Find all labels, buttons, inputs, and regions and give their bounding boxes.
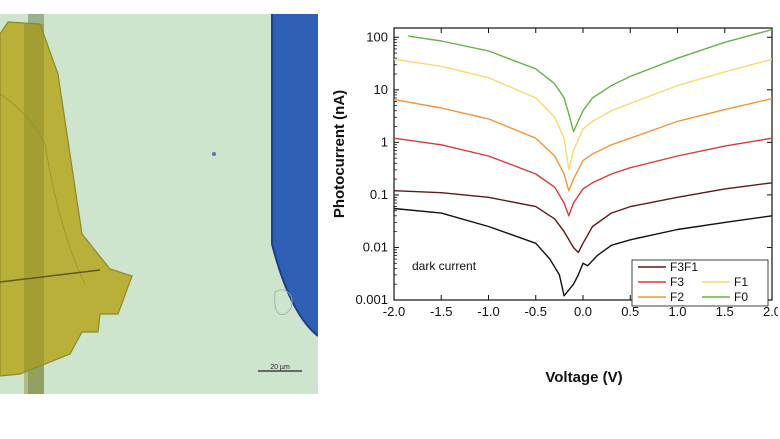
debris-dot: [212, 152, 216, 156]
right-electrode-edge: [271, 14, 318, 337]
y-tick-label: 10: [374, 82, 388, 97]
legend-label-f0: F0: [734, 290, 748, 304]
series-line-f2: [393, 97, 773, 192]
y-tick-label: 1: [381, 134, 388, 149]
photocurrent-chart: -2.0 -1.5 -1.0 -0.5 0.0 0.5 1.0 1.5 2.0 0.001 0.01…: [331, 27, 778, 386]
right-electrode: [272, 14, 318, 336]
x-tick-label: -2.0: [383, 304, 405, 319]
x-tick-label: -1.5: [430, 304, 452, 319]
x-tick-label: 1.0: [668, 304, 686, 319]
x-tick-label: 0.0: [574, 304, 592, 319]
y-tick-label: 0.01: [363, 239, 388, 254]
series-line-f1: [393, 58, 773, 171]
legend-label-f3: F3: [670, 275, 684, 289]
x-tick-label: 1.5: [716, 304, 734, 319]
x-tick-label: 2.0: [763, 304, 778, 319]
series-line-f0: [408, 28, 773, 133]
y-tick-label: 0.1: [370, 187, 388, 202]
series-line-f3: [393, 137, 773, 217]
y-tick-label: 0.001: [355, 292, 388, 307]
series-line-dark-current: [393, 207, 773, 297]
flake-crack: [0, 269, 101, 283]
legend-label-f3f1: F3F1: [670, 260, 698, 274]
optical-micrograph: 20 µm: [0, 14, 318, 394]
x-axis-title: Voltage (V): [545, 369, 622, 386]
legend-label-f2: F2: [670, 290, 684, 304]
dark-current-annotation: dark current: [412, 259, 477, 273]
y-tick-label: 100: [366, 29, 388, 44]
debris: [274, 289, 293, 315]
flake: [0, 21, 133, 377]
x-tick-label: -0.5: [525, 304, 547, 319]
legend-label-f1: F1: [734, 275, 748, 289]
x-tick-label: -1.0: [477, 304, 499, 319]
scale-bar-label: 20 µm: [270, 364, 290, 371]
series-line-f3f1: [393, 182, 773, 254]
flake-inner-edge: [0, 93, 86, 285]
y-axis-title: Photocurrent (nA): [331, 90, 348, 218]
narrow-electrode: [24, 24, 44, 394]
x-tick-label: 0.5: [621, 304, 639, 319]
